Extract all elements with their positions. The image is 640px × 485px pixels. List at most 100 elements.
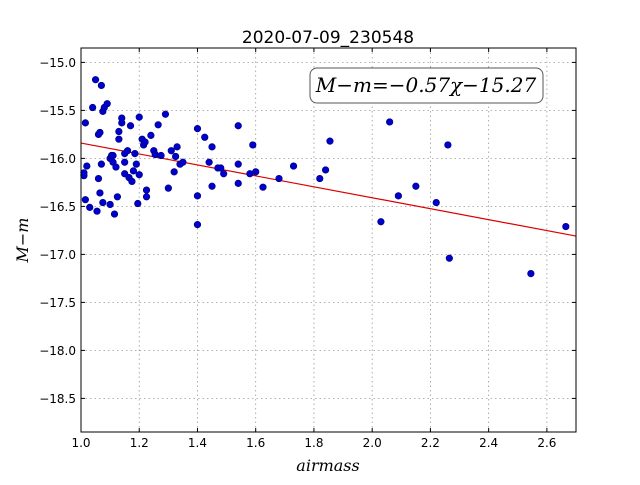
- data-point: [193, 221, 202, 229]
- y-tick-label: −17.5: [39, 296, 76, 310]
- data-point: [217, 164, 225, 172]
- data-point: [208, 143, 216, 151]
- data-point: [432, 198, 440, 207]
- data-point: [99, 198, 107, 207]
- x-tick-label: 1.0: [71, 436, 90, 450]
- fit-line: [80, 142, 577, 237]
- grid-lines: [80, 48, 576, 432]
- axis-ticks: [80, 48, 576, 432]
- x-axis-label: airmass: [296, 456, 359, 475]
- y-axis-label: M−m: [13, 218, 32, 264]
- x-tick-label: 2.6: [537, 436, 556, 450]
- data-point: [94, 174, 103, 183]
- data-point: [249, 141, 257, 149]
- data-point: [208, 182, 216, 190]
- data-point: [96, 189, 104, 197]
- y-tick-label: −16.0: [39, 152, 76, 166]
- data-point: [173, 143, 181, 151]
- data-point: [80, 172, 88, 180]
- data-point: [326, 137, 334, 145]
- data-point: [172, 152, 180, 161]
- data-point: [109, 151, 117, 160]
- data-point: [112, 163, 120, 171]
- scatter-points: [80, 76, 570, 278]
- data-point: [103, 100, 111, 108]
- data-point: [134, 199, 142, 208]
- data-point: [193, 125, 202, 133]
- data-point: [83, 162, 91, 170]
- data-point: [96, 128, 104, 137]
- data-point: [128, 177, 136, 186]
- x-tick-label: 1.6: [246, 436, 265, 450]
- x-tick-label: 2.4: [479, 436, 498, 450]
- fit-line-layer: [80, 142, 577, 237]
- data-point: [115, 127, 123, 136]
- data-point: [179, 158, 187, 166]
- data-point: [131, 150, 139, 158]
- x-tick-labels: 1.0 1.2 1.4 1.6 1.8 2.0 2.2 2.4 2.6: [71, 436, 556, 450]
- data-point: [394, 192, 402, 200]
- data-point: [289, 162, 298, 170]
- y-tick-label: −18.5: [39, 392, 76, 406]
- data-point: [97, 160, 105, 168]
- data-point: [201, 133, 209, 141]
- data-point: [220, 170, 228, 178]
- data-point: [129, 167, 138, 175]
- data-point: [106, 200, 114, 209]
- x-tick-label: 2.2: [421, 436, 440, 450]
- data-point: [142, 193, 151, 201]
- data-point: [151, 150, 159, 159]
- data-point: [527, 270, 535, 278]
- y-tick-labels: −15.0 −15.5 −16.0 −16.5 −17.0 −17.5 −18.0 −18.5: [39, 56, 76, 406]
- data-point: [445, 254, 453, 262]
- data-point: [234, 179, 242, 187]
- data-point: [142, 186, 151, 194]
- data-point: [157, 151, 165, 160]
- data-point: [167, 147, 175, 155]
- data-point: [86, 203, 94, 211]
- data-point: [259, 183, 267, 191]
- data-point: [234, 122, 242, 130]
- y-tick-label: −15.5: [39, 104, 76, 118]
- data-point: [113, 193, 121, 201]
- data-point: [81, 196, 89, 204]
- data-point: [252, 168, 260, 176]
- x-tick-label: 1.2: [130, 436, 149, 450]
- data-point: [562, 222, 570, 231]
- data-point: [412, 182, 420, 190]
- fit-equation-box: M−m=−0.57χ−15.27: [309, 67, 544, 104]
- data-point: [110, 210, 119, 218]
- data-point: [444, 141, 452, 149]
- data-point: [386, 118, 394, 126]
- data-point: [161, 110, 170, 118]
- data-point: [316, 174, 324, 183]
- x-tick-label: 2.0: [363, 436, 382, 450]
- data-point: [147, 131, 155, 139]
- data-point: [193, 192, 202, 200]
- y-tick-label: −18.0: [39, 344, 76, 358]
- x-tick-label: 1.4: [188, 436, 207, 450]
- data-point: [123, 147, 132, 155]
- data-point: [81, 119, 89, 127]
- data-point: [164, 184, 172, 192]
- data-point: [170, 168, 178, 176]
- chart-title: 2020-07-09_230548: [242, 28, 414, 48]
- data-point: [93, 207, 101, 215]
- data-point: [135, 171, 143, 179]
- y-tick-label: −15.0: [39, 56, 76, 70]
- plot-area-frame: [80, 47, 577, 433]
- data-point: [97, 81, 105, 90]
- fit-equation-label: M−m=−0.57χ−15.27: [315, 73, 537, 97]
- y-tick-label: −16.5: [39, 200, 76, 214]
- data-point: [126, 122, 135, 130]
- y-tick-label: −17.0: [39, 248, 76, 262]
- data-point: [132, 160, 140, 168]
- data-point: [377, 218, 385, 226]
- x-tick-label: 1.8: [304, 436, 323, 450]
- data-point: [121, 158, 129, 166]
- data-point: [141, 138, 149, 146]
- data-point: [275, 174, 283, 183]
- data-point: [321, 166, 330, 174]
